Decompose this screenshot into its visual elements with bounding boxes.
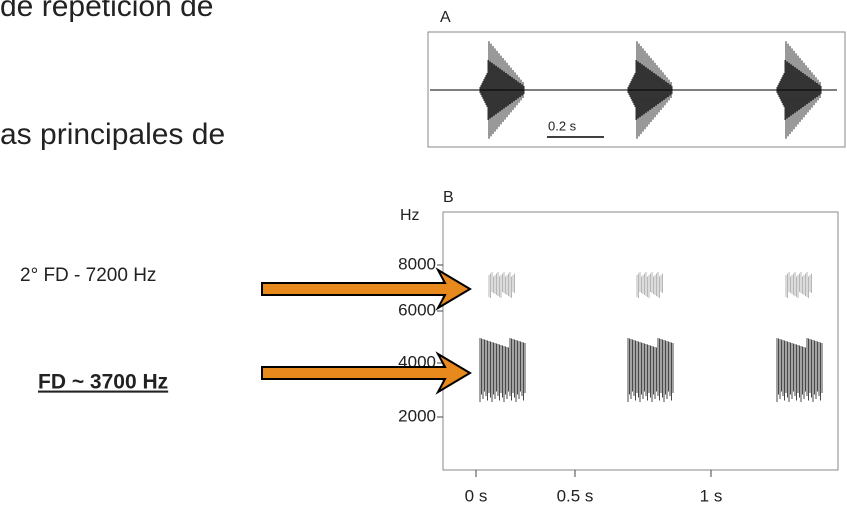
spectrogram (479, 272, 823, 402)
spectrogram-frame (442, 211, 839, 471)
harmonic-band (785, 272, 812, 298)
fundamental-band (479, 338, 526, 402)
arrow (261, 351, 472, 395)
fundamental-band (627, 338, 674, 402)
scale-bar-label: 0.2 s (548, 118, 577, 133)
fundamental-band (776, 338, 823, 402)
harmonic-band (488, 272, 515, 298)
annotation: FD ~ 3700 Hz (38, 371, 168, 394)
waveform-burst (479, 41, 525, 139)
slide-text: as principales de (0, 118, 225, 151)
harmonic-band (636, 272, 663, 298)
oscillogram-frame (427, 31, 846, 148)
y-tick-label: 6000 (398, 300, 436, 319)
oscillogram (479, 41, 822, 139)
waveform-burst (627, 41, 673, 139)
x-tick-label: 0 s (465, 486, 488, 505)
panel-label: A (440, 9, 451, 26)
waveform-burst (776, 41, 822, 139)
panel-label: B (443, 189, 454, 206)
axis-label: Hz (400, 207, 420, 224)
y-tick-label: 2000 (398, 406, 436, 425)
annotation: 2° FD - 7200 Hz (20, 265, 156, 286)
y-tick-label: 8000 (398, 254, 436, 273)
arrow (261, 267, 472, 311)
x-tick-label: 1 s (700, 486, 723, 505)
x-tick-label: 0.5 s (557, 486, 594, 505)
slide-text: de repetición de (0, 0, 214, 23)
